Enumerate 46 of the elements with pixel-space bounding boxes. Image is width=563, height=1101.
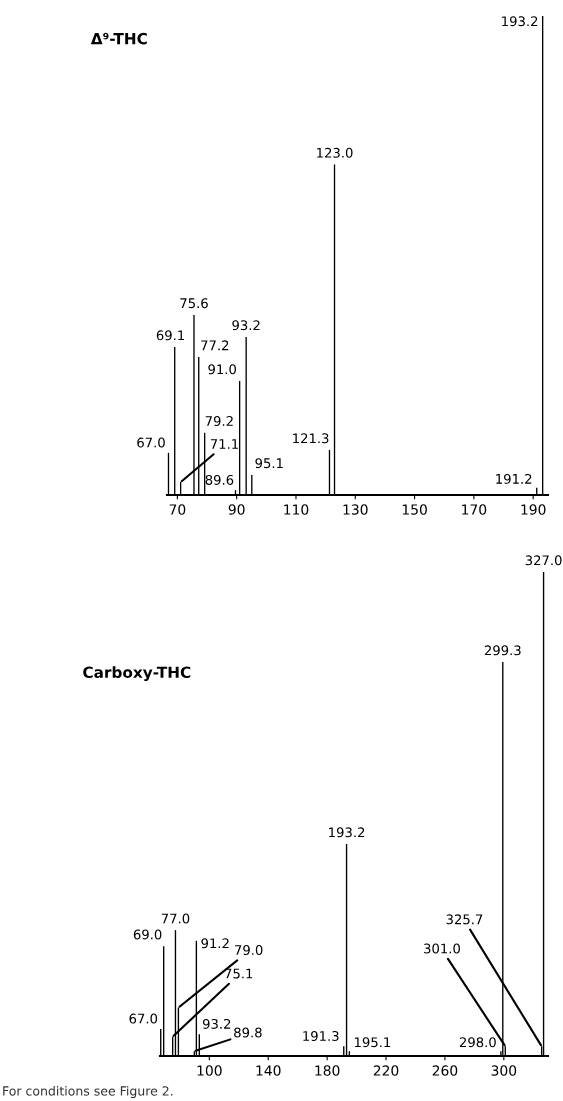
annotation: 193.2 [502, 16, 538, 27]
annotation: 299.3 [484, 645, 521, 656]
annotation: 191.3 [303, 1031, 339, 1041]
text: Δ⁹-THC [90, 32, 147, 45]
annotation: 91.2 [201, 938, 229, 949]
x-tick-label: 220 [373, 1065, 399, 1076]
annotation: 191.2 [496, 473, 532, 484]
annotation: 69.0 [133, 929, 162, 940]
annotation: 77.2 [201, 340, 229, 351]
annotation: 301.0 [424, 943, 460, 954]
annotation: 298.0 [459, 1037, 496, 1048]
annotation: 95.1 [255, 458, 283, 469]
annotation: 77.0 [161, 913, 190, 924]
x-tick-label: 130 [343, 504, 368, 515]
text: For conditions see Figure 2. [3, 1085, 173, 1099]
annotation: 325.7 [446, 914, 483, 925]
annotation: 69.1 [156, 330, 185, 341]
annotation: 67.0 [137, 437, 165, 448]
annotation: 89.8 [234, 1027, 262, 1038]
x-tick-label: 90 [228, 504, 245, 515]
x-tick-label: 170 [462, 504, 487, 515]
annotation: 93.2 [202, 1018, 231, 1029]
annotation: 67.0 [129, 1013, 158, 1024]
annotation: 123.0 [317, 147, 353, 158]
text: Carboxy-THC [83, 666, 191, 682]
annotation: 193.2 [329, 827, 365, 838]
x-tick-label: 100 [197, 1065, 222, 1076]
annotation: 79.0 [235, 945, 263, 956]
x-tick-label: 70 [169, 504, 186, 515]
annotation: 195.1 [354, 1037, 391, 1048]
x-tick-label: 190 [521, 504, 546, 515]
x-tick-label: 140 [256, 1065, 281, 1076]
x-tick-label: 300 [491, 1065, 517, 1076]
x-tick-label: 150 [402, 504, 427, 515]
annotation: 91.0 [208, 364, 236, 375]
annotation: 93.2 [232, 320, 260, 331]
annotation: 121.3 [293, 433, 329, 444]
annotation: 75.1 [225, 968, 253, 979]
annotation: 75.6 [180, 298, 208, 309]
annotation: 327.0 [525, 555, 562, 566]
x-tick-label: 110 [284, 504, 309, 515]
x-tick-label: 260 [432, 1065, 458, 1076]
annotation: 89.6 [205, 474, 234, 485]
annotation: 71.1 [210, 439, 238, 449]
x-tick-label: 180 [315, 1065, 340, 1076]
annotation: 79.2 [205, 416, 233, 427]
